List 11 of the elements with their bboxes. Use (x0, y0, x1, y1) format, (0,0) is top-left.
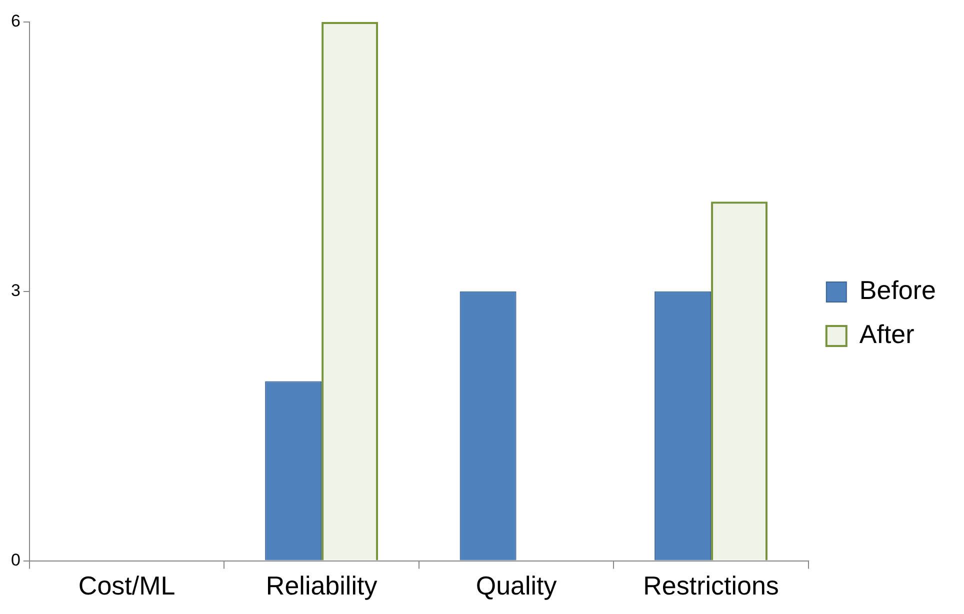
x-tick-label: Cost/ML (78, 570, 176, 601)
bar (711, 202, 768, 560)
y-tick-label: 0 (10, 550, 20, 570)
x-tick-label: Reliability (266, 570, 378, 601)
y-tick-label: 3 (10, 281, 20, 300)
bar (322, 22, 378, 560)
legend-label: Before (859, 275, 936, 306)
legend-label: After (859, 319, 915, 350)
y-tick-label: 6 (10, 12, 20, 31)
x-tick-label: Quality (476, 570, 557, 601)
x-tick-label: Restrictions (643, 570, 779, 601)
